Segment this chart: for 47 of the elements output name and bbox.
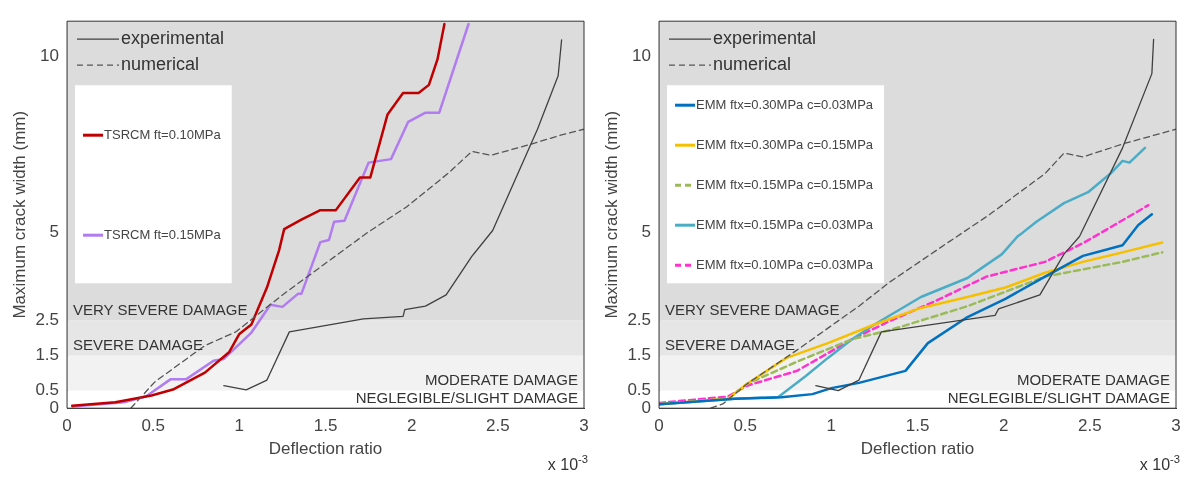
y-tick-label: 0 (641, 397, 652, 417)
x-tick-label: 2.5 (1078, 416, 1102, 436)
x-tick-label: 1 (826, 416, 837, 436)
y-tick-label: 2.5 (627, 309, 652, 329)
legend-label: numerical (713, 54, 792, 75)
x-tick-label: 1 (234, 416, 245, 436)
x-tick-label: 2.5 (486, 416, 510, 436)
band-label: SEVERE DAMAGE (665, 336, 796, 354)
y-tick-label: 2.5 (35, 309, 60, 329)
x-tick-label: 2 (406, 416, 417, 436)
y-axis-title: Maximum crack width (mm) (601, 110, 621, 319)
x-tick-label: 2 (998, 416, 1009, 436)
legend-label: experimental (121, 28, 225, 49)
band-label: VERY SEVERE DAMAGE (73, 300, 248, 318)
legend-label: numerical (121, 54, 200, 75)
y-tick-label: 0.5 (35, 380, 60, 400)
band-label: SEVERE DAMAGE (73, 336, 204, 354)
x-tick-label: 0.5 (733, 416, 758, 436)
legend-label: EMM ftx=0.30MPa c=0.03MPa (696, 96, 874, 112)
band-label: NEGLEGIBLE/SLIGHT DAMAGE (355, 388, 578, 406)
legend-label: EMM ftx=0.10MPa c=0.03MPa (696, 256, 874, 272)
band-label: MODERATE DAMAGE (1016, 371, 1170, 389)
legend-label: TSRCM ft=0.10MPa (104, 126, 222, 142)
x-axis-title: Deflection ratio (860, 439, 975, 459)
legend-label: experimental (713, 28, 817, 49)
y-tick-label: 10 (40, 46, 60, 66)
y-tick-label: 1.5 (35, 345, 60, 365)
y-axis-title: Maximum crack width (mm) (9, 110, 29, 319)
x-tick-label: 0.5 (141, 416, 166, 436)
x-tick-label: 3 (579, 416, 589, 436)
y-tick-label: 5 (49, 221, 60, 241)
y-tick-label: 10 (632, 46, 652, 66)
y-tick-label: 5 (641, 221, 652, 241)
x-tick-label: 1.5 (905, 416, 930, 436)
y-tick-label: 0 (49, 397, 60, 417)
legend-label: EMM ftx=0.15MPa c=0.03MPa (696, 216, 874, 232)
x-axis-title: Deflection ratio (268, 439, 383, 459)
legend-label: EMM ftx=0.15MPa c=0.15MPa (696, 176, 874, 192)
legend-label: EMM ftx=0.30MPa c=0.15MPa (696, 136, 874, 152)
band-label: NEGLEGIBLE/SLIGHT DAMAGE (947, 388, 1170, 406)
y-tick-label: 0.5 (627, 380, 652, 400)
y-tick-label: 1.5 (627, 345, 652, 365)
x-tick-label: 1.5 (313, 416, 338, 436)
x-tick-label: 3 (1171, 416, 1181, 436)
legend-label: TSRCM ft=0.15MPa (104, 226, 222, 242)
band-label: VERY SEVERE DAMAGE (665, 300, 840, 318)
band-label: MODERATE DAMAGE (424, 371, 578, 389)
